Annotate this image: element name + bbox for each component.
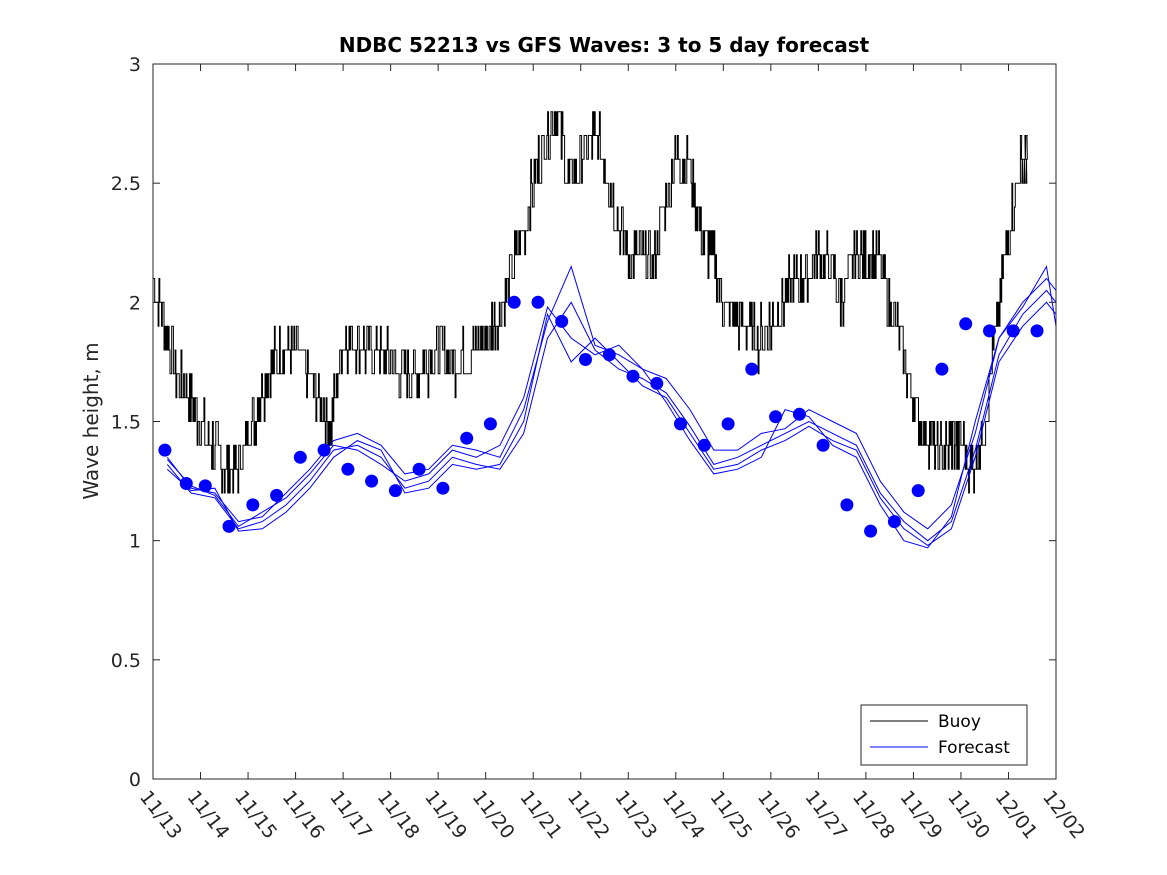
forecast-point bbox=[388, 484, 402, 498]
y-tick-label: 2.5 bbox=[111, 173, 141, 195]
legend-buoy-label: Buoy bbox=[938, 712, 981, 732]
legend-box bbox=[860, 704, 1028, 766]
forecast-point bbox=[650, 376, 664, 390]
forecast-point bbox=[365, 474, 379, 488]
forecast-point bbox=[579, 353, 592, 366]
forecast-point bbox=[341, 462, 355, 476]
forecast-point bbox=[179, 477, 193, 490]
forecast-point bbox=[816, 438, 830, 452]
forecast-point bbox=[864, 524, 878, 538]
chart-title: NDBC 52213 vs GFS Waves: 3 to 5 day fore… bbox=[339, 33, 870, 57]
legend: Buoy Forecast bbox=[860, 704, 1028, 766]
forecast-point bbox=[887, 515, 901, 529]
forecast-point bbox=[555, 314, 569, 328]
forecast-point bbox=[840, 498, 854, 512]
forecast-point bbox=[270, 488, 284, 502]
forecast-point bbox=[959, 317, 973, 331]
forecast-point bbox=[317, 443, 331, 457]
forecast-point bbox=[222, 519, 236, 533]
forecast-point bbox=[674, 417, 687, 431]
forecast-run-line bbox=[166, 265, 1057, 530]
forecast-run-line bbox=[166, 301, 1057, 547]
forecast-point bbox=[745, 362, 759, 376]
y-tick-label: 0.5 bbox=[111, 650, 141, 672]
axes-box bbox=[152, 63, 1057, 780]
forecast-point bbox=[602, 348, 616, 362]
forecast-point bbox=[483, 417, 497, 431]
forecast-run-line bbox=[166, 265, 1057, 549]
forecast-point bbox=[507, 295, 521, 309]
forecast-point bbox=[531, 295, 545, 309]
forecast-point bbox=[198, 479, 212, 493]
y-tick-label: 1 bbox=[129, 531, 141, 553]
forecast-point bbox=[935, 362, 949, 376]
forecast-point bbox=[246, 498, 260, 512]
forecast-point bbox=[460, 431, 474, 445]
buoy-series-line bbox=[153, 111, 1028, 494]
legend-forecast-label: Forecast bbox=[938, 738, 1010, 758]
y-axis-label: Wave height, m bbox=[79, 342, 103, 499]
forecast-point bbox=[697, 438, 711, 452]
forecast-point bbox=[436, 481, 450, 495]
forecast-point bbox=[983, 324, 996, 338]
forecast-point bbox=[293, 450, 307, 464]
forecast-point bbox=[792, 407, 806, 421]
forecast-point bbox=[721, 417, 735, 431]
forecast-point bbox=[412, 462, 426, 476]
forecast-point bbox=[911, 484, 925, 498]
y-tick-label: 3 bbox=[129, 54, 141, 76]
y-tick-label: 1.5 bbox=[111, 412, 141, 434]
forecast-point bbox=[1030, 324, 1044, 338]
forecast-point bbox=[769, 410, 783, 424]
y-tick-label: 0 bbox=[129, 769, 141, 791]
forecast-point bbox=[158, 443, 172, 457]
forecast-point bbox=[1006, 324, 1020, 338]
forecast-run-line bbox=[166, 289, 1057, 542]
forecast-point bbox=[626, 369, 640, 383]
y-tick-label: 2 bbox=[129, 292, 141, 314]
